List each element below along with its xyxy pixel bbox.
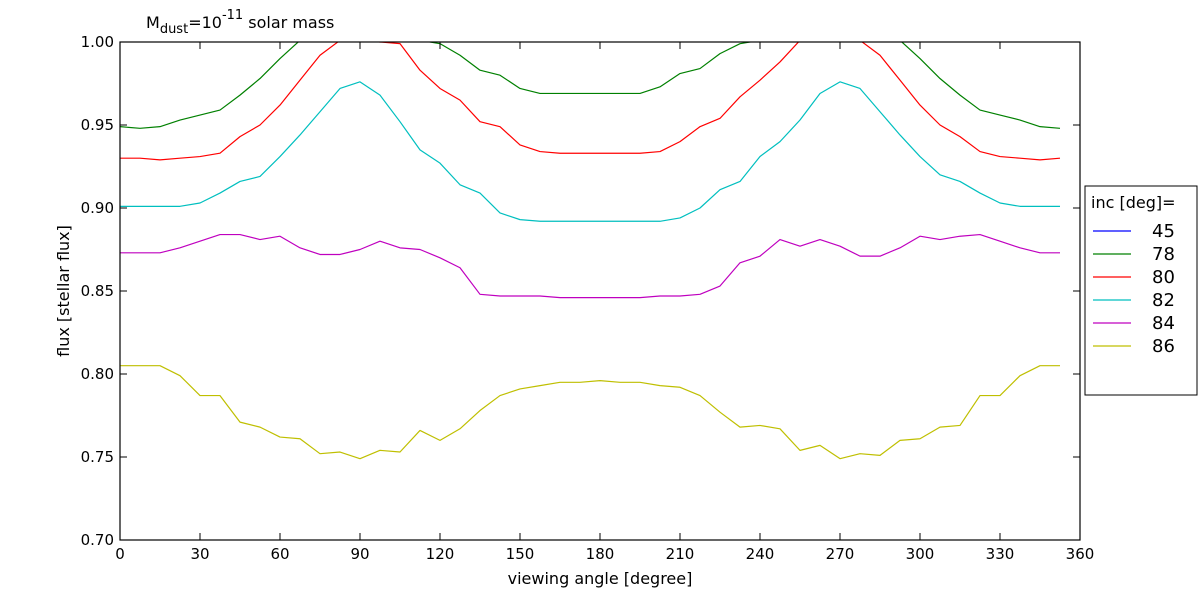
chart-title: Mdust=10-11 solar mass bbox=[146, 8, 334, 37]
legend-frame bbox=[1084, 185, 1198, 396]
x-tick-label: 210 bbox=[666, 545, 695, 563]
series-line-82 bbox=[120, 81, 1060, 222]
x-tick-label: 0 bbox=[115, 545, 125, 563]
y-tick-label: 0.80 bbox=[81, 365, 114, 383]
title-superscript: -11 bbox=[222, 8, 243, 23]
y-tick-label: 0.70 bbox=[81, 531, 114, 549]
legend-label-78: 78 bbox=[1152, 244, 1175, 265]
plot-frame bbox=[119, 41, 1081, 541]
title-base: =10 bbox=[188, 13, 222, 32]
title-prefix: M bbox=[146, 13, 160, 32]
legend-label-86: 86 bbox=[1152, 336, 1175, 357]
legend-label-80: 80 bbox=[1152, 267, 1175, 288]
title-subscript: dust bbox=[160, 22, 188, 37]
y-tick-label: 0.95 bbox=[81, 116, 114, 134]
series-line-84 bbox=[120, 233, 1060, 299]
y-tick-label: 0.85 bbox=[81, 282, 114, 300]
x-tick-label: 30 bbox=[190, 545, 209, 563]
title-suffix: solar mass bbox=[243, 13, 334, 32]
legend-label-84: 84 bbox=[1152, 313, 1175, 334]
x-tick-label: 240 bbox=[746, 545, 775, 563]
y-tick-label: 0.90 bbox=[81, 199, 114, 217]
x-axis-label: viewing angle [degree] bbox=[508, 569, 693, 588]
x-tick-label: 120 bbox=[426, 545, 455, 563]
x-tick-label: 270 bbox=[826, 545, 855, 563]
y-tick-label: 0.75 bbox=[81, 448, 114, 466]
y-axis-ticks: 0.70 0.75 0.80 0.85 0.90 0.95 1.00 bbox=[81, 33, 1080, 549]
series-layer bbox=[120, 42, 1061, 460]
x-axis-ticks: 0 30 60 90 120 150 180 210 240 270 300 330 360 bbox=[115, 42, 1094, 563]
legend-label-45: 45 bbox=[1152, 221, 1175, 242]
x-tick-label: 330 bbox=[986, 545, 1015, 563]
series-line-78 bbox=[120, 42, 1061, 129]
series-line-80 bbox=[120, 42, 1061, 161]
x-tick-label: 150 bbox=[506, 545, 535, 563]
legend-title: inc [deg]= bbox=[1091, 193, 1176, 212]
y-tick-label: 1.00 bbox=[81, 33, 114, 51]
x-tick-label: 90 bbox=[350, 545, 369, 563]
x-tick-label: 180 bbox=[586, 545, 615, 563]
x-tick-label: 360 bbox=[1066, 545, 1095, 563]
x-tick-label: 60 bbox=[270, 545, 289, 563]
y-axis-label: flux [stellar flux] bbox=[54, 225, 73, 357]
legend-label-82: 82 bbox=[1152, 290, 1175, 311]
series-line-86 bbox=[120, 365, 1060, 460]
x-tick-label: 300 bbox=[906, 545, 935, 563]
